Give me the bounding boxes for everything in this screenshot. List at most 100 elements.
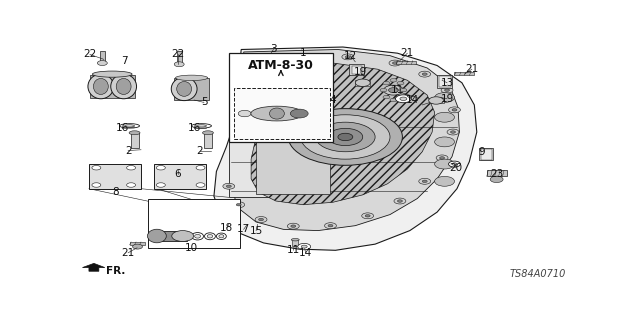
Circle shape — [238, 110, 251, 117]
Ellipse shape — [219, 235, 224, 238]
Text: 9: 9 — [479, 147, 485, 157]
Circle shape — [383, 95, 390, 99]
Circle shape — [172, 231, 193, 241]
Text: 23: 23 — [490, 169, 503, 179]
Ellipse shape — [175, 75, 208, 81]
Text: 19: 19 — [354, 67, 367, 77]
Bar — [486, 170, 507, 176]
Circle shape — [394, 198, 406, 204]
Text: 8: 8 — [113, 188, 119, 197]
Bar — [479, 148, 493, 160]
Circle shape — [328, 128, 363, 146]
Text: 21: 21 — [122, 248, 135, 258]
Bar — [131, 133, 138, 148]
Text: 16: 16 — [188, 123, 201, 133]
Bar — [396, 60, 416, 64]
Bar — [268, 54, 271, 72]
Circle shape — [397, 95, 404, 99]
Circle shape — [355, 79, 370, 86]
Bar — [292, 240, 298, 246]
Circle shape — [316, 122, 375, 152]
Circle shape — [435, 92, 454, 102]
Text: 2: 2 — [125, 146, 131, 156]
Ellipse shape — [177, 82, 191, 96]
Polygon shape — [231, 50, 460, 231]
Text: 19: 19 — [440, 94, 454, 104]
Bar — [229, 131, 323, 197]
Bar — [148, 198, 240, 248]
Text: 21: 21 — [401, 48, 414, 58]
Circle shape — [250, 59, 262, 65]
Circle shape — [156, 183, 165, 187]
Circle shape — [435, 159, 454, 169]
Circle shape — [397, 200, 403, 202]
Circle shape — [435, 176, 454, 186]
Text: 18: 18 — [220, 223, 233, 233]
Ellipse shape — [111, 74, 136, 99]
Circle shape — [419, 71, 431, 77]
Text: TS84A0710: TS84A0710 — [509, 269, 566, 279]
Circle shape — [174, 62, 184, 67]
Bar — [129, 242, 145, 245]
Text: 22: 22 — [171, 49, 184, 60]
Text: 3: 3 — [270, 44, 276, 54]
Circle shape — [97, 60, 108, 66]
Circle shape — [429, 97, 444, 104]
Circle shape — [127, 183, 136, 187]
Circle shape — [132, 244, 143, 249]
Circle shape — [236, 204, 241, 206]
Circle shape — [259, 218, 264, 221]
Text: 11: 11 — [391, 85, 404, 95]
Text: ATM-8-30: ATM-8-30 — [248, 59, 314, 72]
Bar — [154, 231, 187, 241]
Ellipse shape — [147, 229, 166, 243]
Ellipse shape — [202, 131, 213, 135]
Ellipse shape — [301, 70, 309, 73]
Circle shape — [383, 85, 403, 95]
Ellipse shape — [172, 77, 197, 100]
Circle shape — [400, 88, 407, 92]
Ellipse shape — [269, 108, 284, 119]
Bar — [204, 133, 212, 148]
Circle shape — [288, 108, 403, 165]
Text: 16: 16 — [116, 123, 129, 133]
Circle shape — [291, 225, 296, 228]
Bar — [349, 64, 364, 75]
Circle shape — [362, 213, 374, 219]
Text: 2: 2 — [196, 146, 204, 156]
Circle shape — [390, 98, 397, 102]
Circle shape — [92, 165, 101, 170]
Polygon shape — [214, 47, 477, 250]
Text: 20: 20 — [449, 163, 463, 173]
Circle shape — [306, 57, 310, 59]
Circle shape — [440, 157, 445, 159]
Polygon shape — [251, 63, 435, 205]
Bar — [154, 164, 207, 189]
Bar — [301, 57, 308, 72]
Bar — [437, 75, 452, 88]
Bar — [256, 137, 330, 194]
Bar — [454, 72, 474, 75]
Circle shape — [233, 202, 244, 208]
Bar — [90, 75, 134, 98]
Circle shape — [342, 54, 354, 60]
Circle shape — [196, 183, 205, 187]
Bar — [177, 51, 182, 64]
Circle shape — [441, 87, 453, 93]
Circle shape — [127, 165, 136, 170]
Text: 1: 1 — [300, 48, 307, 58]
Circle shape — [490, 176, 503, 182]
Circle shape — [451, 131, 456, 133]
Circle shape — [227, 185, 231, 188]
Circle shape — [253, 60, 259, 63]
Bar — [174, 78, 209, 100]
Circle shape — [328, 224, 333, 227]
Ellipse shape — [205, 233, 216, 240]
Circle shape — [422, 73, 428, 76]
Ellipse shape — [125, 125, 134, 127]
Circle shape — [388, 88, 399, 92]
Text: 10: 10 — [185, 243, 198, 253]
Bar — [352, 66, 362, 74]
Text: 17: 17 — [237, 224, 250, 234]
Circle shape — [298, 244, 310, 250]
